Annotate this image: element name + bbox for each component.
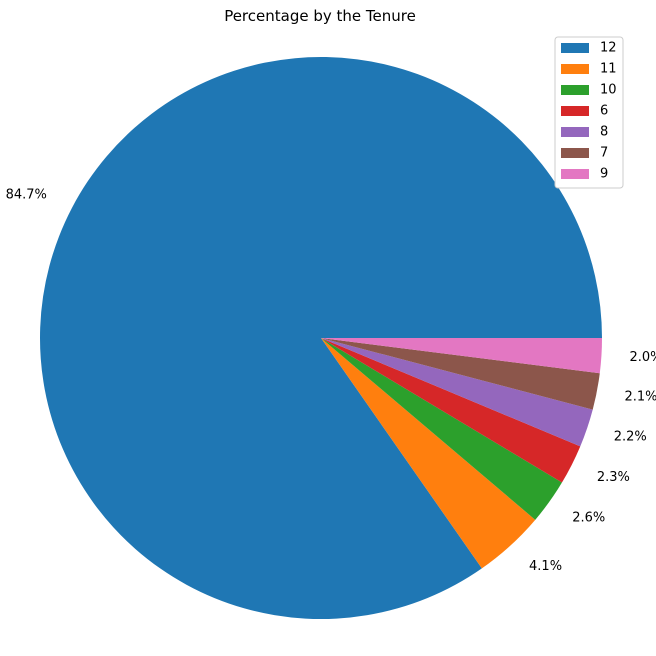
legend-label: 10 bbox=[600, 83, 617, 98]
legend-label: 6 bbox=[600, 104, 608, 119]
legend-swatch bbox=[561, 43, 589, 53]
percentage-label: 2.2% bbox=[614, 430, 647, 445]
legend-swatch bbox=[561, 148, 589, 158]
legend-swatch bbox=[561, 127, 589, 137]
legend-swatch bbox=[561, 85, 589, 95]
percentage-label: 2.6% bbox=[572, 511, 605, 526]
legend-swatch bbox=[561, 169, 589, 179]
pie-slice-9 bbox=[321, 338, 602, 374]
chart-title: Percentage by the Tenure bbox=[224, 7, 416, 25]
percentage-label: 2.1% bbox=[624, 389, 656, 404]
pie-slice-11 bbox=[321, 338, 536, 569]
percentage-label: 4.1% bbox=[529, 559, 562, 574]
legend-label: 7 bbox=[600, 146, 608, 161]
percentage-label: 2.0% bbox=[629, 350, 656, 365]
pie-slices bbox=[40, 56, 603, 619]
legend-label: 12 bbox=[600, 41, 617, 56]
legend-swatch bbox=[561, 106, 589, 116]
pie-slice-6 bbox=[321, 338, 581, 483]
pie-slice-8 bbox=[321, 338, 593, 447]
legend-label: 11 bbox=[600, 62, 617, 77]
legend-swatch bbox=[561, 64, 589, 74]
pie-slice-7 bbox=[321, 338, 600, 410]
pie-slice-10 bbox=[321, 338, 562, 520]
pie-slice-12 bbox=[40, 56, 603, 619]
legend-label: 9 bbox=[600, 167, 608, 182]
percentage-label: 2.3% bbox=[597, 470, 630, 485]
legend: 12 11 10 6 8 7 9 bbox=[554, 36, 624, 189]
legend-label: 8 bbox=[600, 125, 608, 140]
percentage-label: 84.7% bbox=[6, 188, 47, 203]
percentage-labels: 84.7% 4.1% 2.6% 2.3% 2.2% 2.1% 2.0% bbox=[6, 188, 656, 575]
